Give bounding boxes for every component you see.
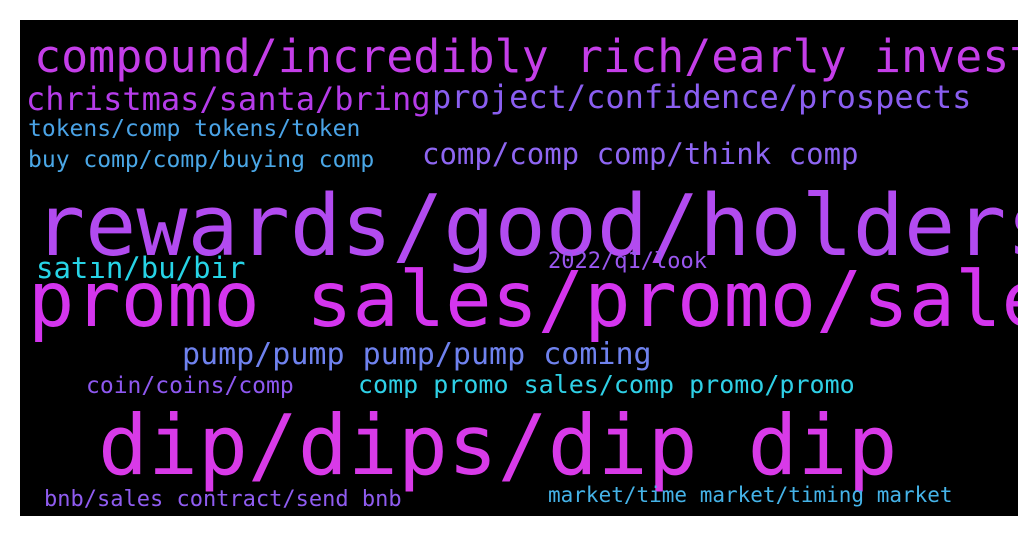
cloud-word: tokens/comp tokens/token — [28, 116, 361, 142]
word-cloud: compound/incredibly rich/early investors… — [20, 20, 1018, 516]
cloud-word: project/confidence/prospects — [432, 78, 972, 116]
cloud-word: comp promo sales/comp promo/promo — [358, 370, 855, 399]
cloud-word: promo sales/promo/sales — [28, 256, 1018, 345]
cloud-word: pump/pump pump/pump coming — [182, 337, 652, 372]
cloud-word: buy comp/comp/buying comp — [28, 147, 375, 173]
cloud-word: satın/bu/bir — [36, 251, 246, 285]
cloud-word: rewards/good/holders — [34, 177, 1018, 276]
cloud-word: bnb/sales contract/send bnb — [44, 487, 402, 512]
cloud-word: dip/dips/dip dip — [98, 397, 898, 494]
cloud-word: 2022/q1/look — [548, 249, 707, 274]
cloud-word: compound/incredibly rich/early investors — [34, 30, 1018, 83]
cloud-word: christmas/santa/bring — [26, 80, 431, 118]
cloud-word: coin/coins/comp — [86, 373, 294, 399]
cloud-word: comp/comp comp/think comp — [422, 137, 859, 171]
cloud-word: market/time market/timing market — [548, 483, 953, 507]
